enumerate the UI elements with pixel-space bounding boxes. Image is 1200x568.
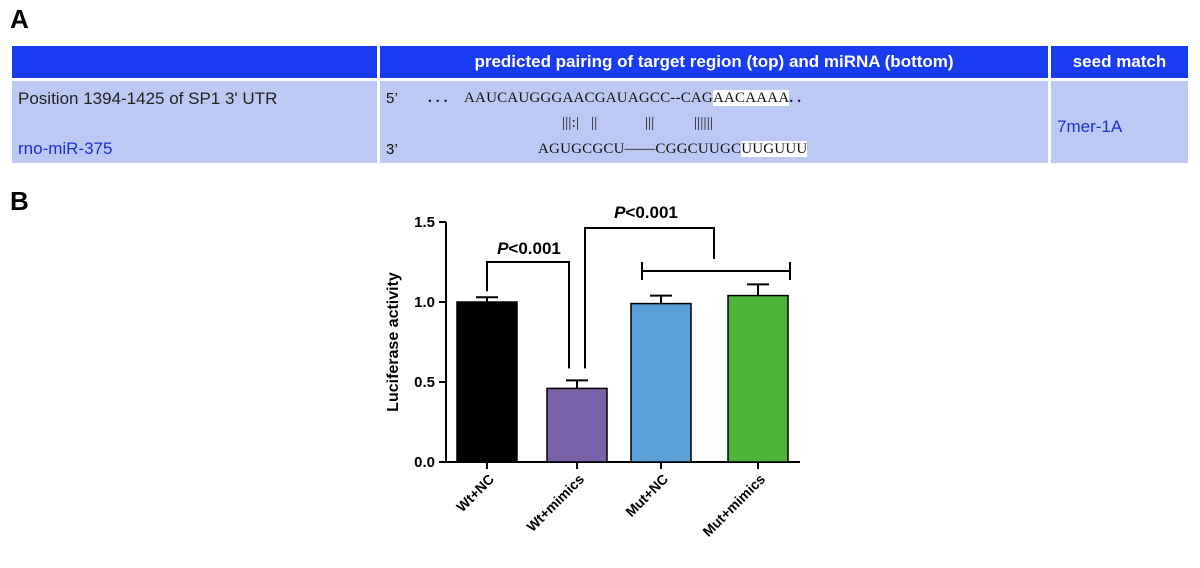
bar [456,301,518,463]
target-sequence-trailing-dots: . . [789,90,802,106]
luciferase-bar-chart: 0.0 0.5 1.0 1.5 Luciferase activity Wt+NC Wt+m… [385,203,800,540]
table-header-pairing: predicted pairing of target region (top)… [380,46,1048,78]
five-prime-label: 5’ [386,90,399,107]
x-tick-label: Wt+NC [453,471,497,515]
panel-b-label: B [10,186,29,216]
significance-bracket-2 [584,227,715,369]
p-value-label-1: P<0.001 [497,239,561,258]
target-sequence-main: AAUCAUGGGAACGAUAGCC--CAG [464,90,713,106]
p-value-label-2: P<0.001 [614,203,678,222]
mirna-name-label: rno-miR-375 [18,139,113,158]
target-seed-region: AACAAAA [712,90,790,106]
y-tick-label: 1.5 [414,214,435,231]
table-header-empty [12,46,377,78]
three-prime-label: 3’ [386,141,399,158]
y-tick-label: 0.5 [414,374,435,391]
y-tick-label: 1.0 [414,294,435,311]
top-seq-leading-dots: . . . [428,90,448,106]
table-cell-labels: Position 1394-1425 of SP1 3' UTR rno-miR… [12,81,377,163]
table-header-seed-match: seed match [1051,46,1188,78]
seed-match-value: 7mer-1A [1057,117,1123,136]
bar [630,302,692,463]
mirna-seed-region: UUGUUU [741,141,808,157]
significance-bracket-1 [486,261,570,369]
bar [546,387,608,463]
base-pairing-lines: |||:| || ||| |||||| [562,115,714,131]
x-tick-label: Mut+mimics [699,471,768,540]
y-axis-label: Luciferase activity [385,272,402,412]
x-tick-label: Mut+NC [622,471,671,520]
panel-a-label: A [10,4,29,34]
x-tick-label: Wt+mimics [523,471,587,535]
bar [727,294,789,463]
mirna-sequence: AGUGCGCU––––CGGCUUGCUUGUUU [538,141,808,158]
table-cell-seed-match: 7mer-1A [1051,81,1188,163]
target-sequence: AAUCAUGGGAACGAUAGCC--CAGAACAAAA. . [464,90,801,107]
y-tick-label: 0.0 [414,454,435,471]
table-cell-pairing: 5’ . . . AAUCAUGGGAACGAUAGCC--CAGAACAAAA… [380,81,1048,163]
mirna-sequence-main: AGUGCGCU––––CGGCUUGC [538,141,742,157]
target-position-label: Position 1394-1425 of SP1 3' UTR [18,89,278,108]
